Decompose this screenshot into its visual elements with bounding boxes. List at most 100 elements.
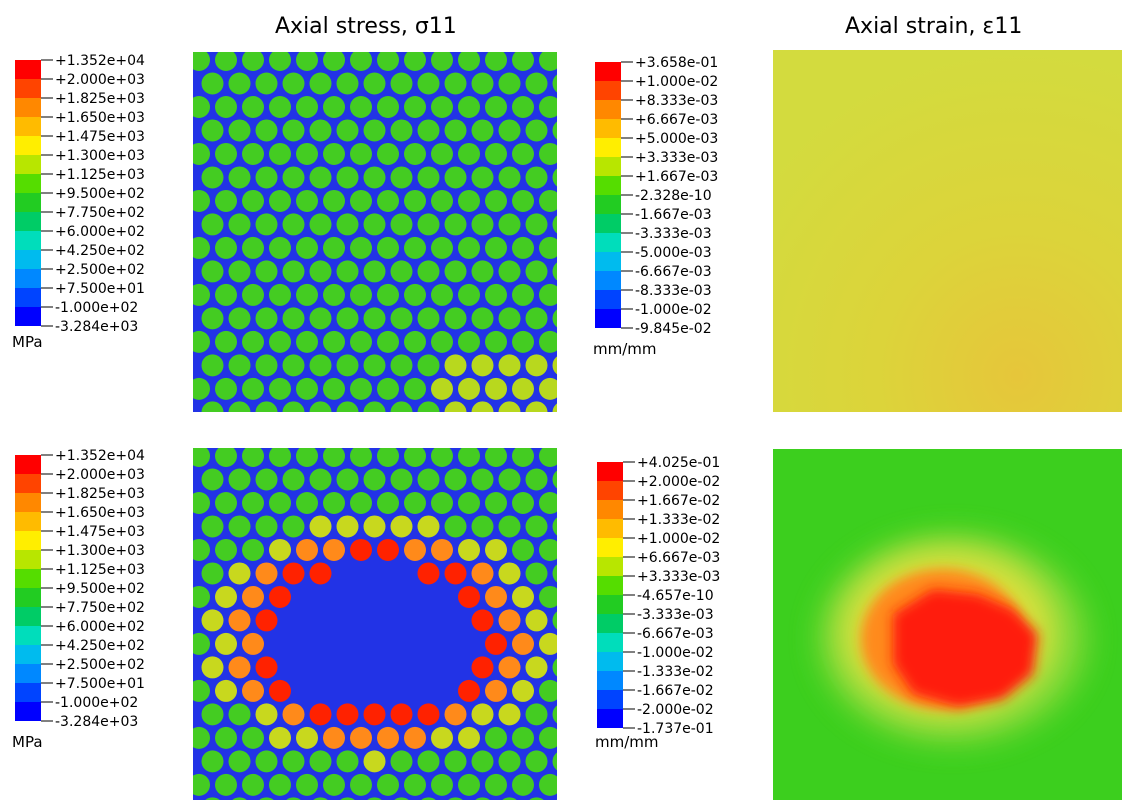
legend-swatch bbox=[597, 481, 623, 500]
legend-tick-label: -2.328e-10 bbox=[635, 188, 712, 204]
fiber bbox=[552, 470, 557, 489]
fiber bbox=[539, 585, 557, 608]
legend-swatch bbox=[15, 531, 41, 550]
fiber bbox=[458, 189, 480, 212]
legend-swatch bbox=[15, 455, 41, 474]
fiber bbox=[242, 491, 264, 514]
strain-unit-bottom: mm/mm bbox=[595, 733, 659, 751]
fiber bbox=[296, 142, 318, 165]
fiber bbox=[363, 401, 386, 412]
fiber bbox=[350, 283, 372, 306]
fiber bbox=[350, 52, 372, 71]
fiber bbox=[404, 726, 426, 749]
fiber bbox=[512, 632, 534, 655]
fiber bbox=[485, 189, 507, 212]
fiber bbox=[471, 119, 494, 142]
fiber bbox=[525, 703, 548, 726]
legend-swatch bbox=[595, 119, 621, 138]
fiber bbox=[390, 166, 413, 189]
fiber bbox=[282, 354, 305, 377]
fiber bbox=[404, 330, 426, 353]
fiber bbox=[255, 703, 278, 726]
fiber bbox=[201, 307, 224, 330]
fiber bbox=[525, 656, 548, 679]
legend-tick-label: +1.667e-02 bbox=[637, 493, 720, 509]
fiber bbox=[444, 213, 467, 236]
legend-swatch bbox=[15, 493, 41, 512]
fiber bbox=[255, 515, 278, 538]
fiber bbox=[512, 283, 534, 306]
fiber bbox=[313, 797, 328, 800]
fiber bbox=[444, 703, 467, 726]
fiber bbox=[458, 377, 480, 400]
fiber bbox=[525, 307, 548, 330]
fiber bbox=[404, 448, 426, 467]
fiber bbox=[471, 354, 494, 377]
fiber bbox=[215, 491, 237, 514]
fiber bbox=[323, 142, 345, 165]
fiber bbox=[228, 260, 251, 283]
fiber bbox=[255, 307, 278, 330]
legend-tick-label: +2.500e+02 bbox=[55, 657, 145, 673]
fiber bbox=[512, 189, 534, 212]
strain-legend-bottom: +4.025e-01 +2.000e-02 +1.667e-02 +1.333e-02… bbox=[597, 455, 772, 737]
fiber bbox=[350, 142, 372, 165]
legend-swatch bbox=[15, 250, 41, 269]
fiber bbox=[502, 797, 517, 800]
fiber bbox=[282, 166, 305, 189]
legend-tick-label: -1.000e-02 bbox=[635, 302, 712, 318]
fiber bbox=[336, 468, 359, 491]
fiber bbox=[512, 726, 534, 749]
fiber bbox=[390, 468, 413, 491]
fiber bbox=[539, 283, 557, 306]
fiber bbox=[458, 236, 480, 259]
fiber bbox=[552, 309, 557, 328]
fiber bbox=[471, 562, 494, 585]
fiber bbox=[269, 330, 291, 353]
fiber bbox=[498, 354, 521, 377]
fiber bbox=[215, 52, 237, 71]
legend-swatch bbox=[15, 664, 41, 683]
fiber bbox=[269, 142, 291, 165]
fiber bbox=[444, 72, 467, 95]
stress-unit-top: MPa bbox=[12, 333, 43, 351]
fiber bbox=[201, 703, 224, 726]
fiber bbox=[417, 515, 440, 538]
fiber bbox=[417, 72, 440, 95]
fiber bbox=[363, 354, 386, 377]
legend-tick-label: +1.352e+04 bbox=[55, 448, 145, 464]
fiber bbox=[323, 283, 345, 306]
fiber bbox=[444, 354, 467, 377]
fiber bbox=[363, 703, 386, 726]
legend-tick-label: -5.000e-03 bbox=[635, 245, 712, 261]
fiber bbox=[404, 52, 426, 71]
fiber bbox=[363, 515, 386, 538]
fiber bbox=[363, 72, 386, 95]
fiber bbox=[201, 260, 224, 283]
fiber bbox=[539, 726, 557, 749]
fiber bbox=[242, 52, 264, 71]
fiber bbox=[498, 609, 521, 632]
fiber bbox=[444, 119, 467, 142]
fiber bbox=[552, 611, 557, 630]
strain-field-bottom bbox=[773, 449, 1122, 800]
fiber bbox=[471, 213, 494, 236]
fiber bbox=[201, 401, 224, 412]
fiber bbox=[350, 189, 372, 212]
fiber bbox=[282, 72, 305, 95]
fiber bbox=[193, 236, 210, 259]
legend-swatch bbox=[15, 231, 41, 250]
fiber bbox=[390, 515, 413, 538]
fiber bbox=[377, 236, 399, 259]
fiber bbox=[323, 95, 345, 118]
fiber bbox=[193, 538, 210, 561]
legend-tick-label: +2.000e-02 bbox=[637, 474, 720, 490]
legend-swatch bbox=[595, 138, 621, 157]
fiber bbox=[404, 142, 426, 165]
fiber bbox=[215, 679, 237, 702]
legend-swatch bbox=[597, 690, 623, 709]
fiber bbox=[201, 515, 224, 538]
fiber bbox=[215, 448, 237, 467]
legend-swatch bbox=[15, 288, 41, 307]
fiber bbox=[282, 213, 305, 236]
